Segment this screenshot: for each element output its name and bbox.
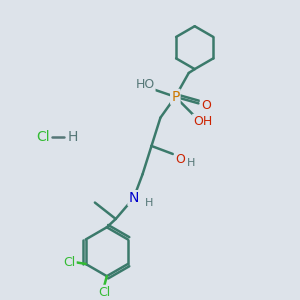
Text: P: P xyxy=(171,90,179,104)
Text: H: H xyxy=(187,158,195,168)
Text: N: N xyxy=(128,191,139,205)
Text: Cl: Cl xyxy=(36,130,50,144)
Text: Cl: Cl xyxy=(98,286,110,299)
Text: HO: HO xyxy=(135,78,154,92)
Text: Cl: Cl xyxy=(63,256,76,269)
Text: H: H xyxy=(68,130,78,144)
Text: OH: OH xyxy=(193,115,212,128)
Text: H: H xyxy=(145,198,153,208)
Text: O: O xyxy=(201,99,211,112)
Text: O: O xyxy=(175,153,185,166)
